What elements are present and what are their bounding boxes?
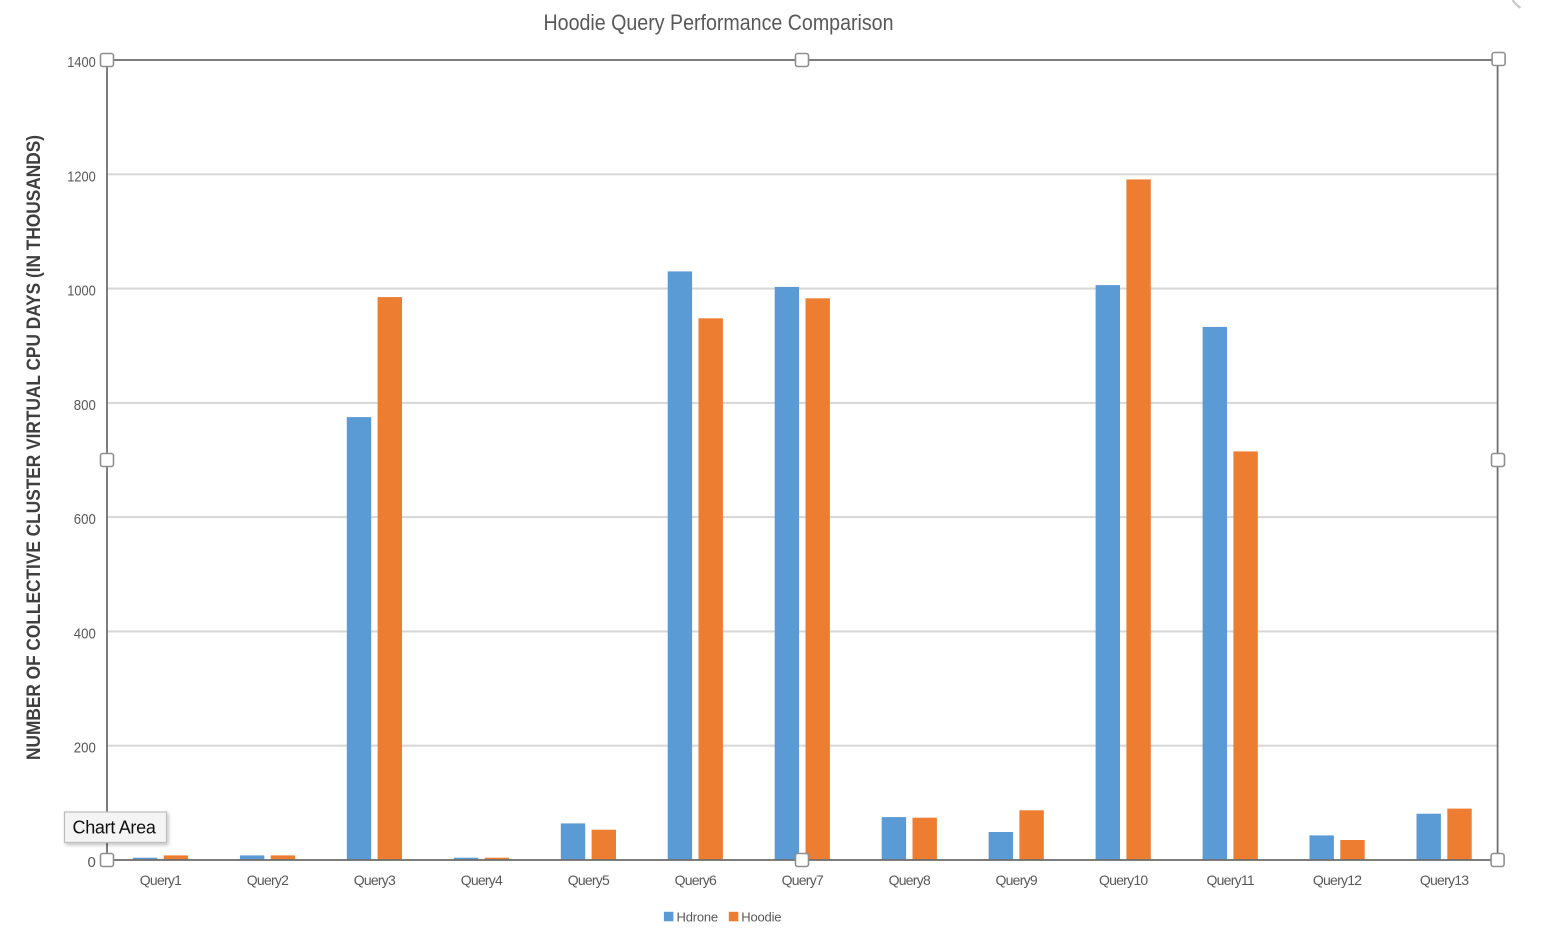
svg-text:400: 400 <box>74 625 96 642</box>
svg-text:Hoodie Query Performance Compa: Hoodie Query Performance Comparison <box>544 10 894 35</box>
svg-text:NUMBER OF COLLECTIVE CLUSTER V: NUMBER OF COLLECTIVE CLUSTER VIRTUAL CPU… <box>24 135 45 760</box>
svg-text:1000: 1000 <box>67 283 96 300</box>
svg-text:Hoodie: Hoodie <box>741 909 781 924</box>
svg-text:0: 0 <box>87 854 95 871</box>
svg-text:Query8: Query8 <box>889 872 931 888</box>
svg-text:Query7: Query7 <box>782 872 824 888</box>
svg-text:800: 800 <box>74 397 96 414</box>
svg-text:200: 200 <box>74 740 96 757</box>
svg-text:Hdrone: Hdrone <box>677 909 718 924</box>
svg-text:Query12: Query12 <box>1313 872 1362 888</box>
svg-text:Query1: Query1 <box>140 872 182 888</box>
svg-text:Query10: Query10 <box>1099 872 1148 888</box>
svg-text:Query3: Query3 <box>354 872 396 888</box>
svg-text:Query13: Query13 <box>1420 872 1469 888</box>
svg-text:Query2: Query2 <box>247 872 289 888</box>
svg-text:600: 600 <box>74 511 96 528</box>
svg-text:1200: 1200 <box>67 168 96 185</box>
svg-text:Query5: Query5 <box>568 872 610 888</box>
svg-text:Query4: Query4 <box>461 872 503 888</box>
svg-text:Query11: Query11 <box>1206 872 1254 888</box>
svg-text:Query9: Query9 <box>995 872 1037 888</box>
svg-text:Chart Area: Chart Area <box>73 818 157 838</box>
svg-text:1400: 1400 <box>67 54 96 71</box>
svg-text:Query6: Query6 <box>675 872 717 888</box>
